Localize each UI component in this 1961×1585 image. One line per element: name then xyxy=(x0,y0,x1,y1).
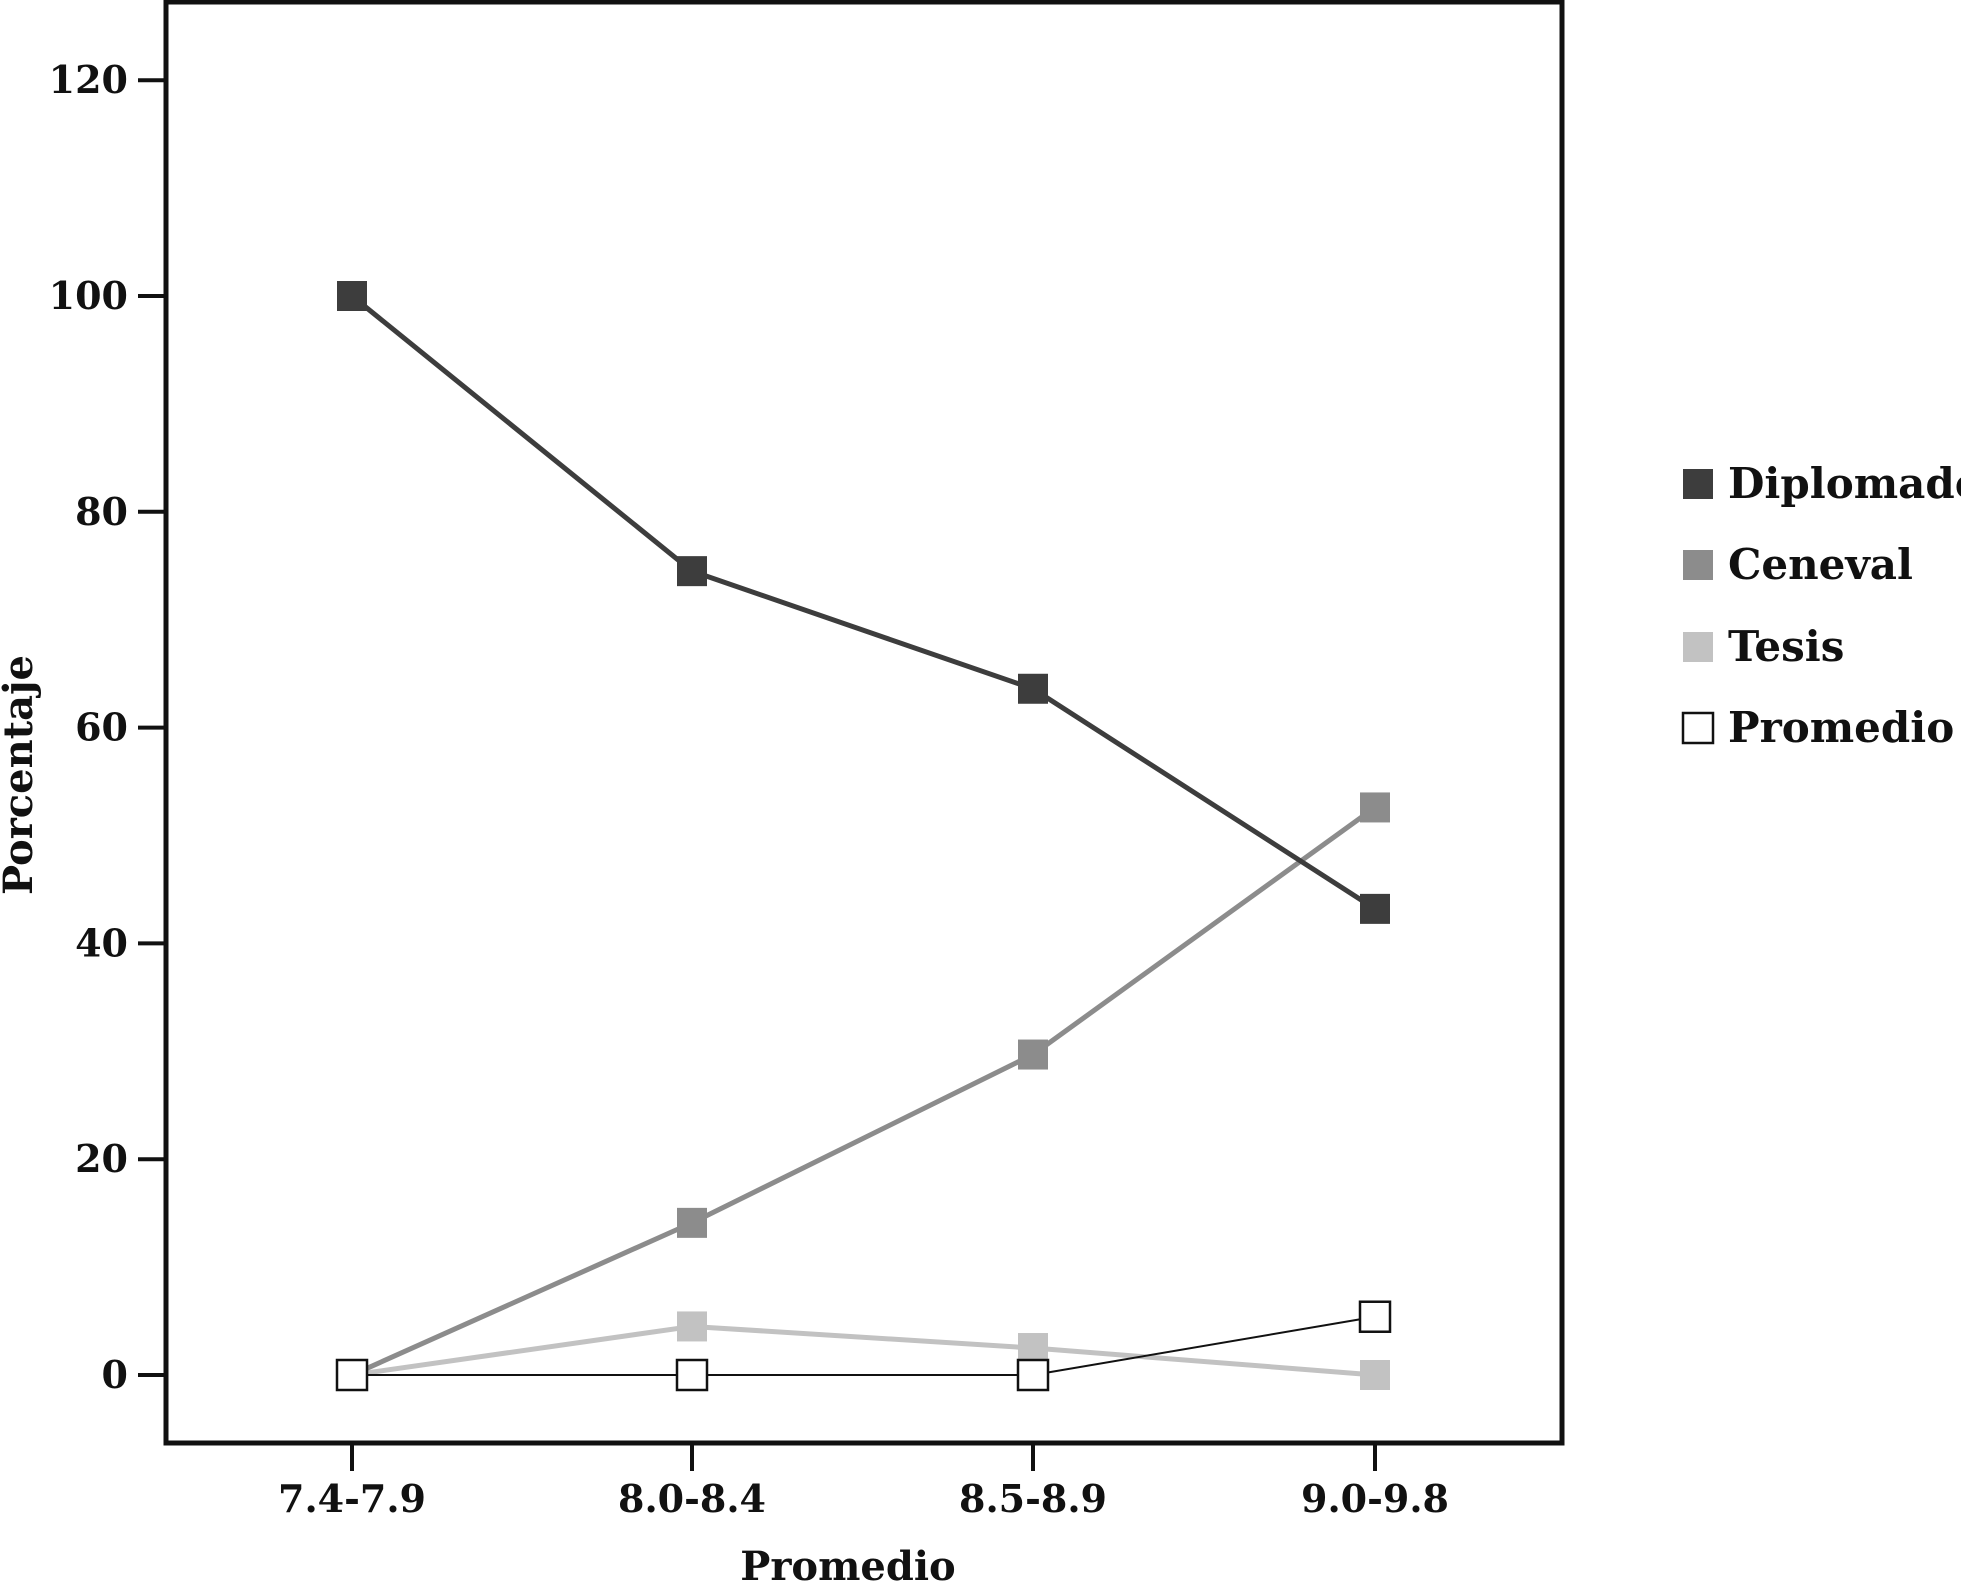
x-axis-title: Promedio xyxy=(740,1543,955,1585)
legend-label-ceneval: Ceneval xyxy=(1728,540,1913,589)
y-tick-label: 80 xyxy=(75,489,128,534)
series-line-diplomado xyxy=(350,294,1377,911)
data-point-diplomado xyxy=(1018,673,1048,704)
data-point-diplomado xyxy=(1360,893,1390,924)
data-point-promedio xyxy=(1358,1300,1392,1333)
data-point-diplomado xyxy=(677,556,707,587)
series-line-tesis xyxy=(351,1323,1376,1378)
x-axis: 7.4-7.9 8.0-8.4 8.5-8.9 9.0-9.8 xyxy=(278,1443,1449,1521)
data-point-ceneval xyxy=(1018,1039,1048,1070)
data-point-ceneval xyxy=(1360,792,1390,823)
series-line-promedio xyxy=(352,1315,1376,1376)
legend-label-promedio: Promedio xyxy=(1728,703,1954,752)
data-point-tesis xyxy=(1360,1360,1390,1390)
plot-frame xyxy=(163,0,1565,1446)
y-tick-label: 100 xyxy=(49,273,128,318)
data-point-promedio xyxy=(335,1358,369,1392)
legend-swatch-ceneval xyxy=(1683,550,1713,580)
y-axis-title: Porcentaje xyxy=(0,655,42,895)
legend-label-tesis: Tesis xyxy=(1728,622,1844,671)
data-point-promedio xyxy=(675,1358,709,1392)
data-point-tesis xyxy=(1018,1333,1048,1364)
series-line-ceneval xyxy=(350,805,1377,1378)
series-layer xyxy=(335,281,1392,1392)
y-tick-label: 0 xyxy=(102,1352,128,1397)
data-point-ceneval xyxy=(677,1207,707,1238)
y-tick-label: 20 xyxy=(75,1136,128,1181)
x-tick-label: 8.5-8.9 xyxy=(959,1476,1107,1521)
y-tick-label: 60 xyxy=(75,705,128,750)
legend-swatch-diplomado xyxy=(1683,469,1713,499)
legend: Diplomado Ceneval Tesis Promedio xyxy=(1681,459,1961,752)
data-point-tesis xyxy=(677,1311,707,1342)
data-point-promedio xyxy=(1016,1358,1050,1392)
y-axis: 0 20 40 60 80 100 120 xyxy=(49,57,166,1397)
x-tick-label: 7.4-7.9 xyxy=(278,1476,426,1521)
x-tick-label: 8.0-8.4 xyxy=(618,1476,766,1521)
y-tick-label: 120 xyxy=(49,57,128,102)
data-point-diplomado xyxy=(337,281,367,311)
x-tick-label: 9.0-9.8 xyxy=(1301,1476,1449,1521)
legend-swatch-promedio xyxy=(1681,711,1715,745)
legend-swatch-tesis xyxy=(1683,632,1713,662)
y-tick-label: 40 xyxy=(75,920,128,965)
legend-label-diplomado: Diplomado xyxy=(1728,459,1961,508)
